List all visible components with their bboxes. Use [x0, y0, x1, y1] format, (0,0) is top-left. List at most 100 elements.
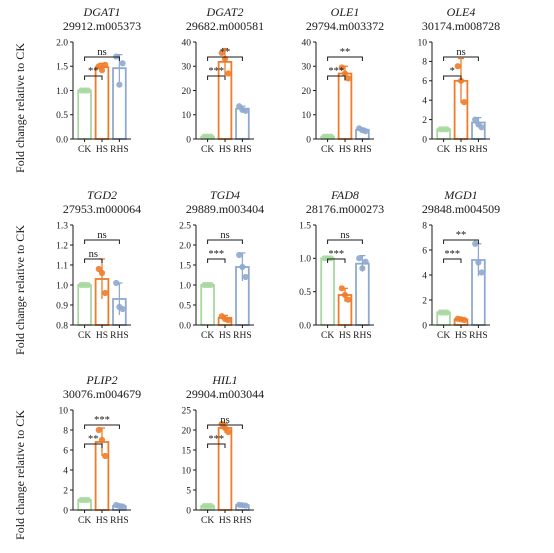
data-point-ck — [207, 502, 214, 510]
chart-title-accession: 28176.m000273 — [306, 202, 384, 216]
data-point-hs — [98, 269, 106, 277]
y-tick-label: 1.0 — [299, 255, 311, 265]
significance-label: ns — [340, 230, 349, 241]
data-point-hs — [225, 428, 232, 436]
data-point-hs — [98, 436, 106, 444]
data-point-rhs — [478, 269, 485, 276]
significance-label: *** — [94, 415, 110, 426]
chart-title-gene: MGD1 — [443, 188, 477, 202]
bar-rhs — [355, 262, 370, 326]
y-tick-label: 8 — [422, 58, 427, 68]
x-tick-label: CK — [437, 145, 450, 155]
x-tick-label: HS — [219, 145, 231, 155]
y-tick-label: 30 — [182, 63, 192, 73]
significance-label: *** — [444, 249, 460, 260]
data-point-hs — [338, 64, 345, 71]
data-point-hs — [338, 285, 345, 292]
significance-label: ** — [88, 66, 99, 77]
significance-bracket — [84, 424, 120, 429]
y-tick-label: 30 — [302, 63, 312, 73]
significance-label: ns — [97, 230, 106, 241]
data-point-rhs — [475, 259, 482, 266]
data-point-rhs — [242, 107, 249, 114]
y-tick-label: 8 — [422, 221, 427, 231]
y-tick-label: 2 — [422, 296, 427, 306]
x-tick-label: HS — [96, 145, 108, 155]
x-tick-label: HS — [219, 516, 231, 526]
y-tick-label: 4 — [422, 271, 427, 281]
x-tick-label: HS — [339, 331, 351, 341]
y-tick-label: 15 — [182, 446, 192, 456]
data-point-rhs — [119, 305, 126, 313]
y-axis-label-row-2: Fold change relative to CK — [13, 225, 27, 355]
y-axis-label-row-3: Fold change relative to CK — [13, 410, 27, 540]
data-point-ck — [327, 133, 334, 140]
chart-title-accession: 29889.m003404 — [186, 202, 264, 216]
significance-label: *** — [208, 66, 224, 77]
y-tick-label: 10 — [59, 406, 69, 416]
y-tick-label: 1.1 — [56, 261, 68, 271]
chart-title-gene: FAD8 — [330, 188, 359, 202]
x-tick-label: RHS — [469, 331, 487, 341]
x-tick-label: RHS — [110, 145, 128, 155]
bar-ck — [77, 284, 92, 326]
x-tick-label: CK — [78, 331, 91, 341]
significance-bracket — [84, 239, 120, 244]
bar-hs — [337, 72, 353, 140]
data-point-rhs — [356, 255, 363, 262]
data-point-rhs — [119, 503, 126, 510]
y-tick-label: 0.9 — [56, 301, 68, 311]
y-tick-label: 0 — [63, 506, 68, 516]
significance-bracket — [443, 258, 462, 263]
y-tick-label: 8 — [63, 426, 68, 436]
y-tick-label: 4 — [422, 97, 427, 107]
data-point-hs — [225, 317, 232, 324]
chart-title-accession: 30076.m004679 — [63, 387, 141, 401]
data-point-rhs — [478, 124, 485, 131]
chart-title-gene: OLE4 — [447, 5, 476, 19]
x-tick-label: CK — [321, 331, 334, 341]
y-tick-label: 10 — [302, 111, 312, 121]
significance-bracket — [443, 75, 462, 80]
y-tick-label: 0 — [422, 135, 427, 145]
y-axis-label-row-1: Fold change relative to CK — [13, 43, 27, 173]
significance-bracket — [327, 239, 363, 244]
y-tick-label: 4 — [63, 466, 68, 476]
significance-bracket — [207, 443, 226, 448]
y-tick-label: 0.5 — [56, 111, 68, 121]
y-tick-label: 10 — [182, 466, 192, 476]
data-point-rhs — [119, 60, 126, 67]
y-tick-label: 0 — [186, 506, 191, 516]
y-tick-label: 0.0 — [56, 135, 68, 145]
data-point-hs — [98, 67, 106, 74]
significance-label: ** — [456, 230, 467, 241]
data-point-ck — [443, 309, 450, 316]
significance-bracket — [84, 443, 103, 448]
data-point-rhs — [236, 251, 243, 259]
significance-bracket — [443, 239, 479, 244]
chart-title-accession: 29848.m004509 — [422, 202, 500, 216]
significance-label: *** — [208, 434, 224, 445]
bar-ck — [200, 284, 215, 326]
data-point-hs — [341, 291, 349, 299]
data-point-hs — [95, 426, 102, 434]
y-tick-label: 0.5 — [179, 301, 191, 311]
x-tick-label: CK — [321, 145, 334, 155]
chart-title-gene: OLE1 — [331, 5, 360, 19]
chart-title-accession: 29912.m005373 — [63, 19, 141, 33]
x-tick-label: HS — [455, 331, 467, 341]
y-tick-label: 0.0 — [299, 321, 311, 331]
x-tick-label: CK — [201, 331, 214, 341]
data-point-hs — [461, 316, 468, 324]
data-point-hs — [345, 75, 352, 82]
significance-label: ns — [220, 415, 229, 426]
significance-label: ns — [456, 47, 465, 58]
data-point-rhs — [362, 258, 369, 265]
significance-bracket — [84, 258, 103, 263]
y-tick-label: 1.0 — [179, 281, 191, 291]
y-tick-label: 1.0 — [56, 87, 68, 97]
x-tick-label: RHS — [233, 145, 251, 155]
